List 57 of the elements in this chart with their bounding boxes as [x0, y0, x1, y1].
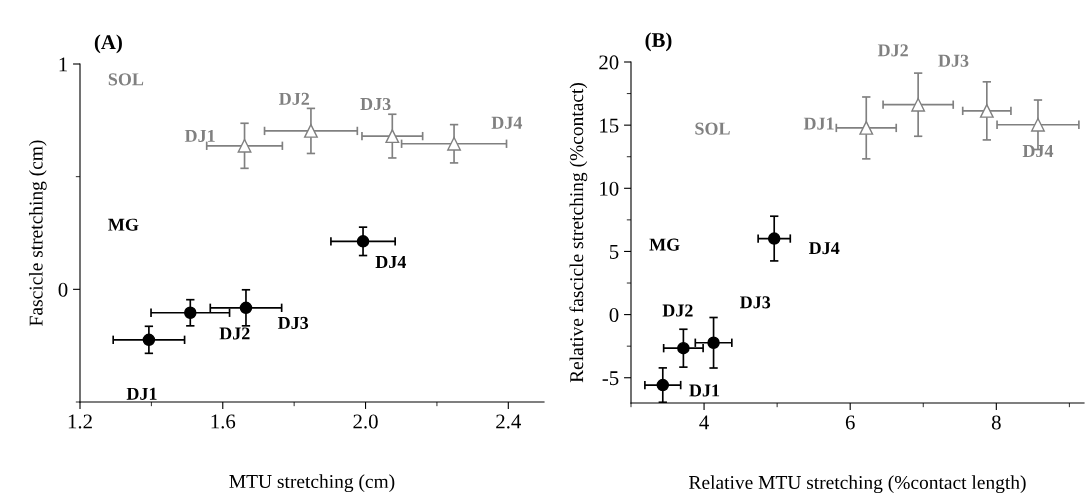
point: [707, 336, 720, 350]
data-label: DJ4: [1022, 145, 1054, 158]
y-tick-label: 0: [58, 282, 68, 297]
point: [1031, 117, 1045, 132]
x-tick-label: 8: [991, 415, 1001, 430]
point: [911, 97, 926, 112]
data-label: DJ1: [126, 387, 157, 400]
data-label: DJ2: [279, 92, 310, 105]
x-tick-label: 1.2: [68, 414, 92, 429]
point: [979, 103, 994, 118]
data-label: DJ1: [689, 384, 720, 397]
point: [767, 232, 781, 245]
data-label: DJ3: [938, 54, 969, 67]
x-axis-title: Relative MTU stretching (%contact length): [689, 475, 1026, 494]
point: [184, 306, 197, 320]
y-tick-label: 20: [599, 55, 619, 70]
data-label: DJ3: [740, 296, 771, 309]
point: [142, 333, 156, 347]
point: [859, 120, 874, 135]
data-label: DJ3: [277, 316, 309, 329]
y-tick-label: 10: [600, 181, 619, 196]
data-label: DJ3: [360, 97, 391, 111]
point: [656, 378, 670, 392]
data-label: DJ2: [219, 327, 250, 340]
text: MG: [649, 238, 680, 251]
data-label: DJ2: [662, 304, 693, 317]
text: SOL: [695, 122, 730, 135]
x-tick-label: 2.0: [353, 414, 378, 429]
point: [385, 129, 400, 144]
data-label: DJ1: [184, 129, 215, 142]
chart-title: (B): [645, 32, 672, 52]
x-tick-label: 4: [699, 415, 709, 430]
y-tick-label: 1: [59, 57, 67, 72]
point: [303, 123, 318, 138]
point: [356, 235, 370, 248]
y-tick-label: 0: [609, 307, 619, 323]
y-tick-label: 5: [609, 245, 619, 259]
data-label: DJ1: [803, 117, 834, 130]
y-axis-title: Relative fascicle stretching (%contact): [569, 83, 588, 383]
point: [677, 341, 690, 355]
point: [237, 138, 252, 153]
data-label: DJ4: [375, 256, 407, 269]
y-axis-title: Fascicle stretching (cm): [28, 140, 47, 326]
chart-title: (A): [94, 34, 122, 54]
point: [447, 136, 462, 151]
y-tick-label: 15: [600, 118, 619, 133]
text: SOL: [108, 73, 144, 86]
x-tick-label: 2.4: [496, 414, 521, 429]
text: MG: [108, 218, 139, 231]
x-tick-label: 6: [845, 415, 855, 430]
x-axis-title: MTU stretching (cm): [229, 474, 395, 493]
data-label: DJ2: [877, 44, 908, 57]
data-label: DJ4: [808, 242, 840, 255]
data-label: DJ4: [491, 116, 523, 129]
x-tick-label: 1.6: [211, 414, 236, 429]
y-tick-label: -5: [602, 371, 619, 386]
point: [239, 301, 253, 315]
